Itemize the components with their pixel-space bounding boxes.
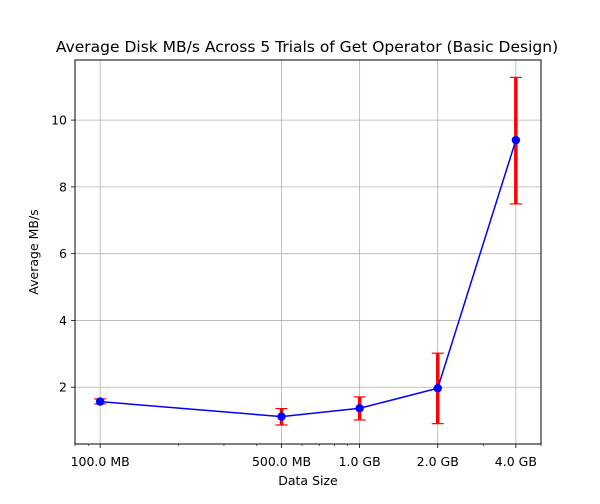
x-tick-label: 100.0 MB — [71, 454, 130, 469]
y-tick-label: 2 — [59, 380, 67, 395]
error-bars — [94, 76, 522, 426]
grid-lines — [75, 60, 541, 444]
y-tick-label: 6 — [59, 246, 67, 261]
y-axis-label: Average MB/s — [26, 209, 41, 294]
y-tick-label: 4 — [59, 313, 67, 328]
x-axis-ticks: 100.0 MB 500.0 MB 1.0 GB 2.0 GB 4.0 GB — [71, 444, 537, 469]
chart-title: Average Disk MB/s Across 5 Trials of Get… — [56, 38, 558, 56]
data-markers — [95, 135, 521, 421]
plot-frame — [74, 59, 542, 445]
x-tick-label: 4.0 GB — [495, 454, 537, 469]
data-point — [277, 412, 286, 421]
data-point — [511, 135, 521, 145]
series-line — [100, 139, 517, 418]
y-tick-label: 10 — [51, 113, 67, 128]
x-tick-label: 500.0 MB — [252, 454, 311, 469]
x-axis-label: Data Size — [278, 473, 338, 488]
data-point — [95, 397, 105, 406]
x-tick-label: 1.0 GB — [339, 454, 381, 469]
y-axis-ticks: 2 4 6 8 10 — [51, 113, 75, 395]
x-tick-label: 2.0 GB — [417, 454, 459, 469]
data-point — [355, 404, 364, 413]
series-polyline — [100, 139, 517, 418]
data-point — [433, 384, 442, 393]
y-tick-label: 8 — [59, 179, 67, 194]
